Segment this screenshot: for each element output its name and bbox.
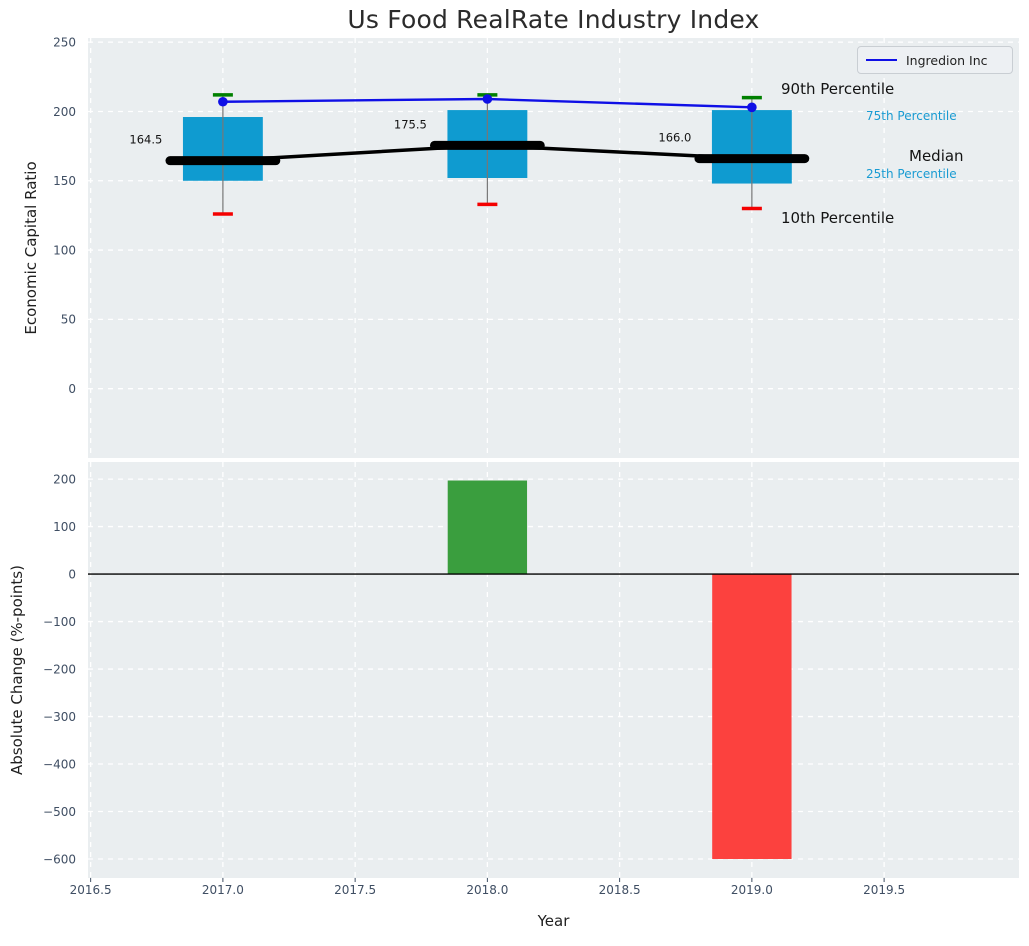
annotation-25th-percentile: 25th Percentile — [866, 167, 957, 181]
bottom-y-tick-label: −600 — [43, 852, 76, 866]
top-y-tick-label: 250 — [53, 35, 76, 49]
positive-change-bar — [447, 480, 528, 575]
legend: Ingredion Inc — [857, 46, 1013, 74]
x-tick-label: 2017.5 — [334, 883, 376, 897]
top-y-tick-label: 100 — [53, 243, 76, 257]
top-plot-background — [88, 38, 1019, 458]
bottom-y-tick-label: 0 — [68, 567, 76, 581]
bottom-y-tick-label: −300 — [43, 710, 76, 724]
legend-label: Ingredion Inc — [906, 52, 988, 68]
legend-line-sample-icon — [866, 59, 897, 61]
annotation-90th-percentile: 90th Percentile — [781, 80, 895, 98]
bottom-y-tick-label: 200 — [53, 472, 76, 486]
top-y-tick-label: 50 — [61, 313, 76, 327]
annotation-10th-percentile: 10th Percentile — [781, 209, 895, 227]
bottom-y-tick-label: −200 — [43, 662, 76, 676]
x-axis-label: Year — [537, 912, 570, 930]
bottom-plot-background — [88, 462, 1019, 878]
bottom-y-axis-label: Absolute Change (%-points) — [8, 565, 26, 775]
x-tick-label: 2019.0 — [731, 883, 773, 897]
annotation-median: Median — [909, 147, 964, 165]
bottom-y-tick-label: −100 — [43, 615, 76, 629]
negative-change-bar — [712, 574, 792, 860]
x-tick-label: 2016.5 — [70, 883, 112, 897]
top-y-tick-label: 200 — [53, 105, 76, 119]
top-y-axis-label: Economic Capital Ratio — [22, 161, 40, 335]
company-marker — [747, 102, 757, 113]
x-tick-label: 2019.5 — [863, 883, 905, 897]
top-y-tick-label: 150 — [53, 174, 76, 188]
annotation-75th-percentile: 75th Percentile — [866, 109, 957, 123]
bottom-y-tick-label: −400 — [43, 757, 76, 771]
chart-title: Us Food RealRate Industry Index — [347, 5, 760, 34]
bottom-y-tick-label: −500 — [43, 805, 76, 819]
top-y-tick-label: 0 — [68, 382, 76, 396]
median-value-label: 175.5 — [394, 117, 427, 131]
x-tick-label: 2018.5 — [599, 883, 641, 897]
company-marker — [218, 96, 228, 107]
median-value-label: 164.5 — [129, 133, 162, 147]
median-value-label: 166.0 — [658, 131, 691, 145]
x-tick-label: 2018.0 — [466, 883, 508, 897]
bottom-y-tick-label: 100 — [53, 520, 76, 534]
x-tick-label: 2017.0 — [202, 883, 244, 897]
company-marker — [482, 94, 493, 104]
